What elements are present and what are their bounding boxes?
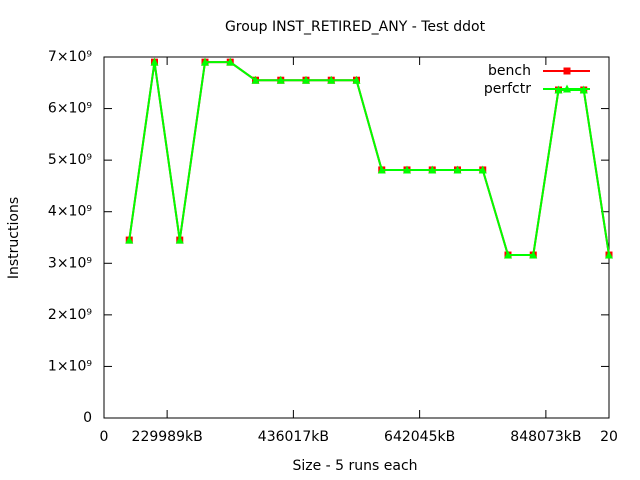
legend-marker <box>563 67 571 75</box>
point <box>504 250 512 259</box>
y-tick-label: 5×10⁹ <box>48 152 92 168</box>
chart-title: Group INST_RETIRED_ANY - Test ddot <box>225 19 486 35</box>
point <box>478 165 487 174</box>
point <box>327 75 336 84</box>
legend-marker <box>563 84 571 93</box>
y-tick-label: 0 <box>83 410 92 426</box>
x-tick-label: 848073kB <box>510 429 581 445</box>
series-line <box>128 61 610 257</box>
point <box>352 75 361 84</box>
x-tick-label: 436017kB <box>258 429 329 445</box>
point <box>175 235 184 244</box>
point <box>529 250 538 259</box>
point <box>428 165 437 174</box>
legend-label: bench <box>488 63 531 79</box>
point <box>251 75 260 84</box>
x-axis-label: Size - 5 runs each <box>292 458 417 474</box>
point <box>150 57 159 66</box>
y-tick-label: 1×10⁹ <box>48 358 92 374</box>
point <box>605 250 613 259</box>
x-tick-label: 229989kB <box>132 429 203 445</box>
plot-border <box>103 56 610 419</box>
y-axis-label: Instructions <box>6 197 22 279</box>
y-tick-label: 6×10⁹ <box>48 101 92 117</box>
y-tick-label: 2×10⁹ <box>48 307 92 323</box>
point <box>276 75 285 84</box>
x-tick-label: 642045kB <box>384 429 455 445</box>
point <box>226 57 235 66</box>
point <box>201 57 209 66</box>
x-tick-label: 0 <box>100 429 109 445</box>
point <box>377 165 386 174</box>
y-tick-label: 7×10⁹ <box>48 49 92 65</box>
point <box>125 235 134 244</box>
y-tick-label: 4×10⁹ <box>48 204 92 220</box>
x-tick-label: 20 <box>600 429 618 445</box>
point <box>403 165 411 174</box>
point <box>453 165 462 174</box>
legend-label: perfctr <box>484 81 531 97</box>
point <box>302 75 310 84</box>
y-tick-label: 3×10⁹ <box>48 255 92 271</box>
